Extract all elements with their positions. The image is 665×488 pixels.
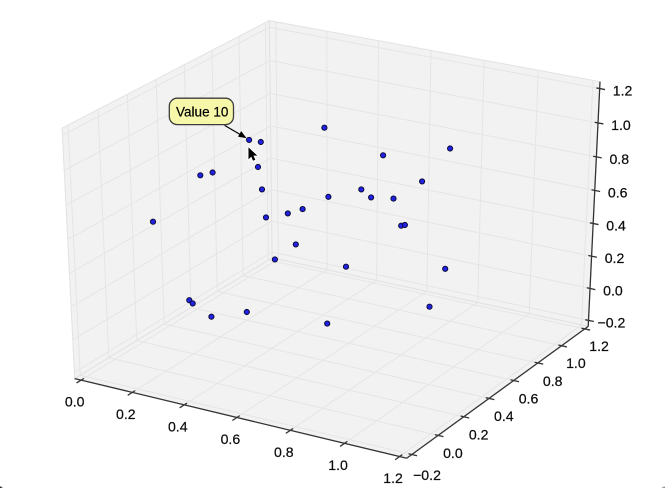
svg-text:0.2: 0.2 <box>469 427 489 443</box>
svg-text:0.2: 0.2 <box>116 406 136 422</box>
svg-text:0.6: 0.6 <box>608 184 628 200</box>
svg-text:1.2: 1.2 <box>613 83 633 99</box>
svg-text:0.0: 0.0 <box>443 445 463 461</box>
svg-text:0.0: 0.0 <box>603 282 623 298</box>
svg-text:0.4: 0.4 <box>168 418 188 434</box>
svg-text:−0.2: −0.2 <box>597 314 625 330</box>
svg-text:1.2: 1.2 <box>383 470 403 486</box>
svg-text:0.6: 0.6 <box>519 390 539 406</box>
svg-text:1.0: 1.0 <box>566 355 586 371</box>
svg-text:0.2: 0.2 <box>605 250 625 266</box>
svg-text:0.4: 0.4 <box>606 217 626 233</box>
svg-text:0.8: 0.8 <box>274 444 294 460</box>
svg-text:1.0: 1.0 <box>328 457 348 473</box>
svg-text:0.8: 0.8 <box>609 151 629 167</box>
svg-text:0.6: 0.6 <box>221 431 241 447</box>
svg-text:−0.2: −0.2 <box>413 467 441 483</box>
svg-text:1.0: 1.0 <box>611 117 631 133</box>
svg-text:0.4: 0.4 <box>494 408 514 424</box>
svg-text:0.0: 0.0 <box>65 394 85 410</box>
svg-text:Value 10: Value 10 <box>176 104 228 119</box>
svg-text:1.2: 1.2 <box>589 338 609 354</box>
svg-text:0.8: 0.8 <box>543 373 563 389</box>
